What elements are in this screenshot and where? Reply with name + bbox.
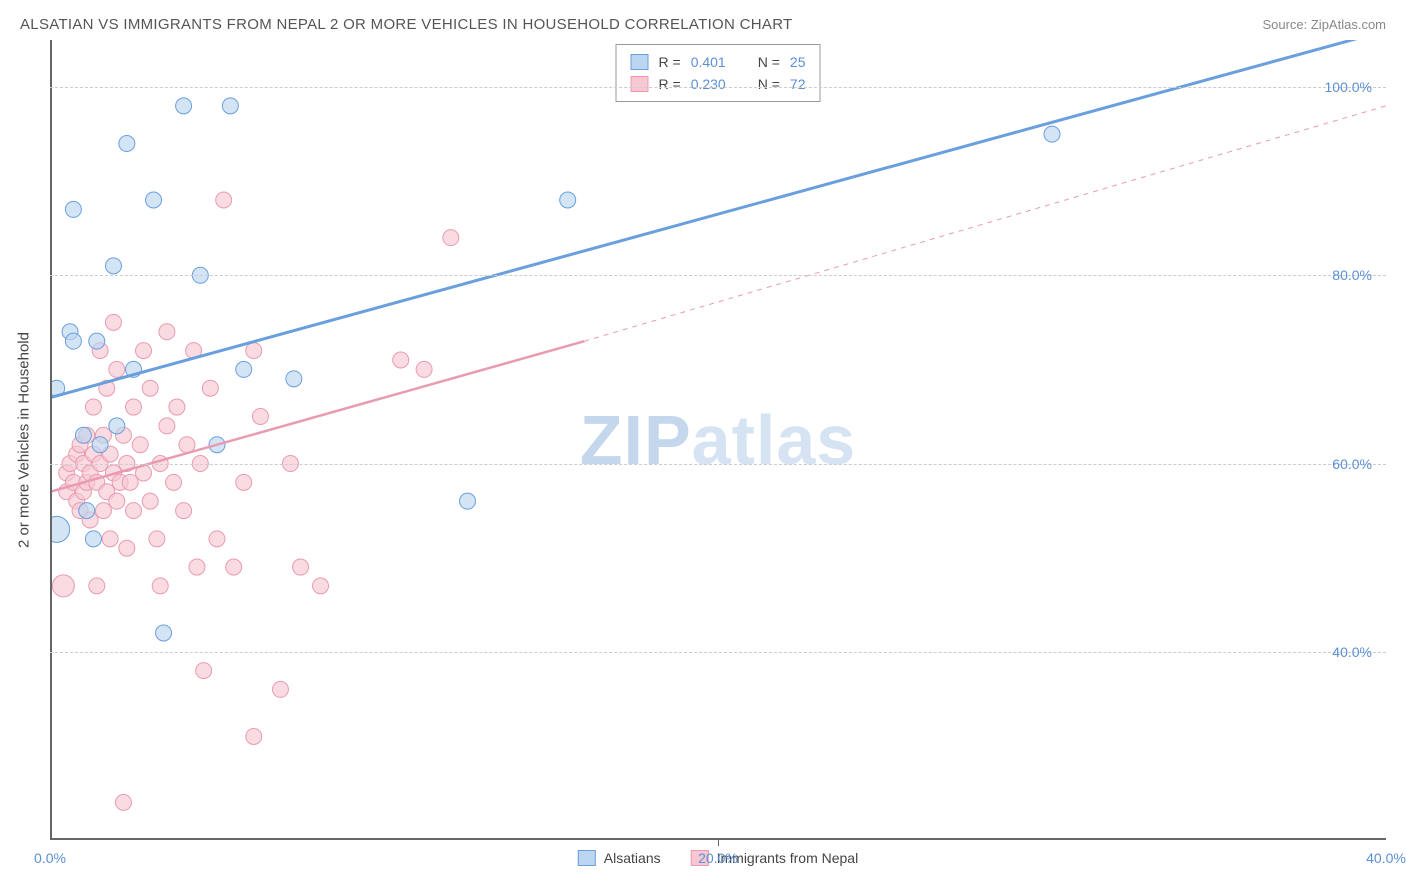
scatter-svg	[50, 40, 1386, 840]
legend-swatch	[578, 850, 596, 866]
gridline	[50, 464, 1386, 465]
y-axis-line	[50, 40, 52, 840]
legend-bottom-item: Alsatians	[578, 850, 661, 866]
chart-title: ALSATIAN VS IMMIGRANTS FROM NEPAL 2 OR M…	[20, 16, 793, 33]
chart-header: ALSATIAN VS IMMIGRANTS FROM NEPAL 2 OR M…	[0, 0, 1406, 40]
y-tick-label: 40.0%	[1332, 644, 1372, 660]
legend-r-value: 0.401	[691, 51, 726, 73]
legend-swatch	[631, 54, 649, 70]
legend-swatch	[631, 76, 649, 92]
x-tick-label: 0.0%	[34, 850, 66, 866]
gridline	[50, 87, 1386, 88]
legend-top: R = 0.401 N = 25 R = 0.230 N = 72	[616, 44, 821, 102]
legend-row: R = 0.401 N = 25	[631, 51, 806, 73]
x-tick-label: 40.0%	[1366, 850, 1406, 866]
legend-row: R = 0.230 N = 72	[631, 73, 806, 95]
x-tick-label: 20.0%	[698, 850, 738, 866]
legend-r-label: R =	[659, 51, 681, 73]
y-tick-label: 80.0%	[1332, 267, 1372, 283]
legend-n-value: 72	[790, 73, 806, 95]
gridline	[50, 652, 1386, 653]
y-axis-label: 2 or more Vehicles in Household	[16, 332, 33, 548]
gridline	[50, 275, 1386, 276]
legend-r-label: R =	[659, 73, 681, 95]
legend-n-label: N =	[758, 51, 780, 73]
legend-n-value: 25	[790, 51, 806, 73]
y-tick-label: 100.0%	[1325, 79, 1372, 95]
legend-series-label: Alsatians	[604, 850, 661, 866]
source-attribution: Source: ZipAtlas.com	[1262, 17, 1386, 32]
legend-n-label: N =	[758, 73, 780, 95]
y-tick-label: 60.0%	[1332, 456, 1372, 472]
legend-r-value: 0.230	[691, 73, 726, 95]
plot-area: 2 or more Vehicles in Household ZIPatlas…	[50, 40, 1386, 840]
x-tick-mark	[718, 840, 719, 846]
